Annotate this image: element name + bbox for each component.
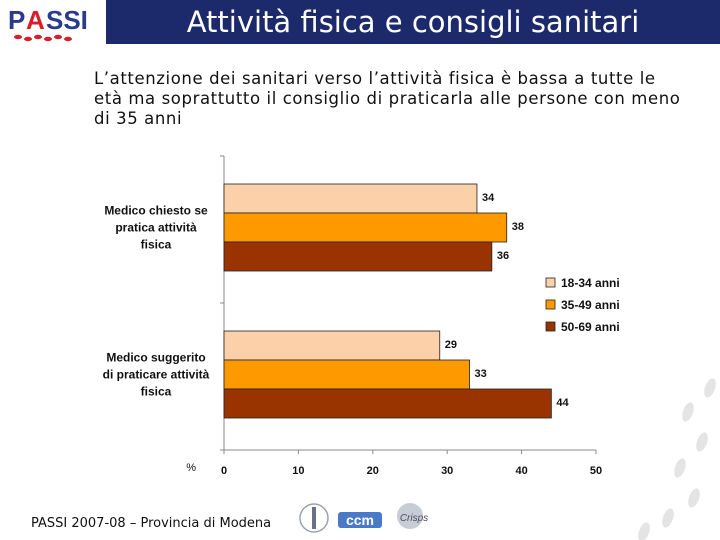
svg-text:A: A [26, 5, 45, 35]
crisps-logo: Crisps [397, 503, 428, 529]
footer-logos: ccm Crisps [299, 503, 428, 533]
data-label: 38 [512, 221, 524, 233]
x-tick-label: 20 [367, 465, 379, 477]
x-tick-label: 40 [515, 465, 527, 477]
bar [223, 212, 508, 243]
subtitle: L’attenzione dei sanitari verso l’attivi… [94, 69, 681, 128]
category-label: Medico suggerito di praticare attività fis… [103, 351, 210, 399]
header-bar: Attività fisica e consigli sanitari [106, 0, 720, 44]
ccm-logo: ccm [338, 512, 382, 528]
data-label: 34 [482, 192, 495, 204]
passi-logo: P A SSI [8, 5, 88, 42]
istituto-superiore-sanita-seal [299, 503, 329, 533]
bar [223, 241, 493, 272]
x-tick-label: 10 [292, 465, 304, 477]
data-label: 29 [445, 339, 457, 351]
bar [223, 330, 441, 361]
footer-text: PASSI 2007-08 – Provincia di Modena [31, 516, 272, 531]
data-label: 36 [497, 250, 509, 262]
x-tick-label: 50 [590, 465, 602, 477]
legend-label: 18-34 anni [561, 276, 620, 290]
x-tick-label: 30 [441, 465, 453, 477]
svg-text:P: P [8, 5, 26, 35]
bar [223, 388, 552, 419]
category-label: Medico chiesto se pratica attività fisica [104, 204, 208, 252]
legend-swatch [545, 321, 556, 332]
bar [223, 183, 478, 214]
bar [223, 359, 470, 390]
data-label: 33 [475, 368, 487, 380]
x-axis-label: % [186, 462, 196, 474]
footprints-decoration [638, 378, 716, 540]
svg-text:ccm: ccm [346, 512, 374, 528]
legend-label: 35-49 anni [561, 298, 620, 312]
legend-label: 50-69 anni [561, 320, 620, 334]
legend-swatch [545, 277, 556, 288]
svg-text:Crisps: Crisps [400, 513, 428, 524]
data-label: 44 [556, 397, 569, 409]
page-title: Attività fisica e consigli sanitari [186, 5, 640, 39]
x-tick-label: 0 [221, 465, 227, 477]
svg-text:SSI: SSI [46, 5, 88, 35]
legend-swatch [545, 299, 556, 310]
